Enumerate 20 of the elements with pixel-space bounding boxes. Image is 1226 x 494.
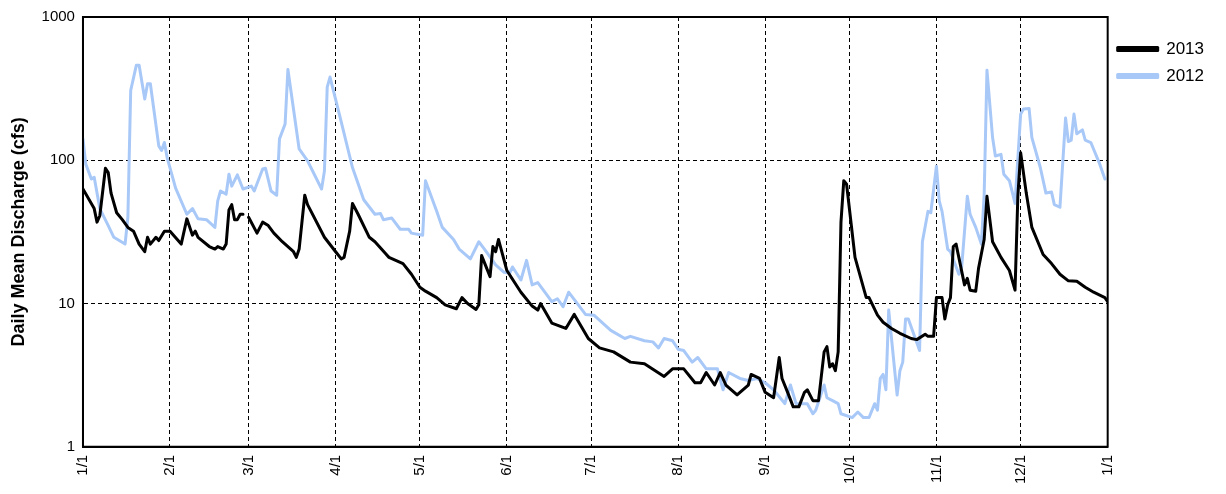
legend-label: 2013	[1166, 38, 1205, 58]
y-axis-title: Daily Mean Discharge (cfs)	[7, 117, 28, 347]
x-tick-label: 3/1	[238, 454, 256, 476]
x-tick-label: 12/1	[1010, 454, 1028, 485]
legend-label: 2012	[1166, 65, 1205, 85]
x-tick-label: 5/1	[410, 454, 427, 476]
y-tick-label: 1	[66, 436, 75, 454]
x-tick-label: 8/1	[668, 454, 686, 476]
x-tick-label: 2/1	[160, 454, 178, 476]
x-tick-label: 11/1	[926, 454, 944, 483]
x-tick-label: 6/1	[497, 454, 515, 476]
y-tick-label: 100	[49, 150, 75, 168]
y-tick-label: 1000	[41, 7, 75, 25]
x-tick-label: 1/1	[1097, 454, 1115, 476]
x-tick-label: 7/1	[581, 454, 599, 476]
x-tick-label: 10/1	[839, 454, 857, 485]
y-tick-label: 10	[58, 293, 75, 311]
x-tick-label: 4/1	[325, 454, 343, 476]
x-tick-label: 1/1	[73, 454, 91, 476]
x-tick-label: 9/1	[755, 454, 773, 476]
